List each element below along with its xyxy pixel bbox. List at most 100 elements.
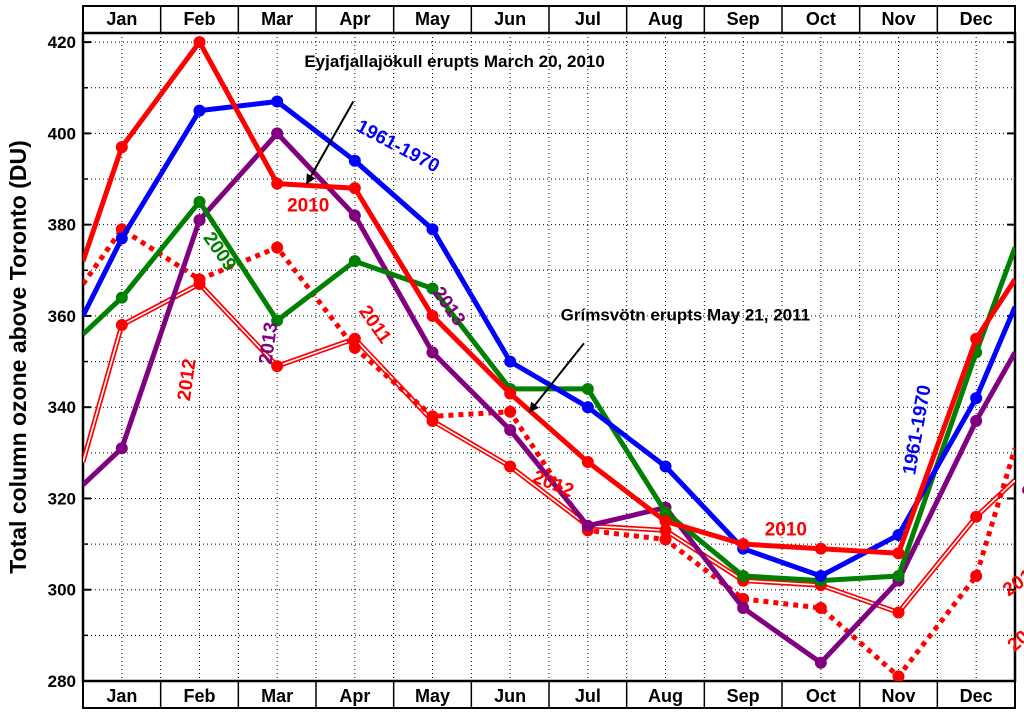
month-tick-label-bottom: Mar — [261, 686, 293, 706]
series-line — [83, 39, 1015, 556]
data-point — [970, 392, 983, 405]
data-point — [348, 341, 361, 354]
data-point — [193, 214, 206, 227]
month-tick-label-bottom: Aug — [648, 686, 683, 706]
data-point — [348, 255, 361, 268]
y-tick-label: 380 — [48, 216, 76, 235]
y-tick-label: 360 — [48, 307, 76, 326]
series-line — [83, 99, 1015, 579]
month-tick-label-bottom: Feb — [183, 686, 215, 706]
annotations: Eyjafjallajökull erupts March 20, 2010 Gr… — [304, 52, 810, 413]
series-line-inner — [83, 283, 1015, 614]
data-point — [271, 314, 284, 327]
data-point — [426, 282, 439, 295]
month-tick-label-bottom: Apr — [339, 686, 370, 706]
month-tick-label-top: Jul — [575, 9, 601, 29]
data-point — [115, 291, 128, 304]
series-line — [83, 130, 1015, 666]
data-point — [659, 533, 672, 546]
annotation-text: Grímsvötn erupts May 21, 2011 — [561, 305, 810, 324]
data-point — [504, 387, 517, 400]
data-point — [970, 510, 983, 523]
y-tick-label: 280 — [48, 672, 76, 691]
series-label: 2010 — [287, 195, 329, 216]
month-tick-label-top: Feb — [183, 9, 215, 29]
data-point — [892, 547, 905, 560]
data-point — [504, 460, 517, 473]
y-tick-label: 400 — [48, 124, 76, 143]
data-point — [504, 355, 517, 368]
data-point — [659, 515, 672, 528]
data-point — [426, 410, 439, 423]
data-point — [115, 442, 128, 455]
data-point — [426, 346, 439, 359]
data-point — [426, 223, 439, 236]
data-point — [348, 182, 361, 195]
month-tick-label-top: Aug — [648, 9, 683, 29]
data-point — [814, 570, 827, 583]
data-point — [970, 414, 983, 427]
month-tick-label-top: Nov — [881, 9, 915, 29]
data-point — [581, 455, 594, 468]
month-tick-label-bottom: Sep — [727, 686, 760, 706]
month-tick-label-top: Apr — [339, 9, 370, 29]
data-point — [892, 670, 905, 681]
y-tick-label: 340 — [48, 398, 76, 417]
data-point — [659, 524, 672, 537]
y-tick-label: 320 — [48, 489, 76, 508]
data-point — [504, 424, 517, 437]
annotation-arrow — [528, 342, 585, 413]
data-point — [348, 209, 361, 222]
month-tick-label-bottom: Oct — [806, 686, 836, 706]
series-line — [83, 225, 1015, 681]
data-point — [737, 538, 750, 551]
data-point — [271, 95, 284, 108]
month-tick-label-bottom: Jun — [494, 686, 526, 706]
y-axis-label: Total column ozone above Toronto (DU) — [5, 140, 31, 574]
data-point — [659, 460, 672, 473]
month-tick-label-bottom: Dec — [960, 686, 993, 706]
data-point — [814, 542, 827, 555]
data-point — [193, 273, 206, 286]
data-point — [193, 104, 206, 117]
data-point — [970, 570, 983, 583]
data-point — [115, 232, 128, 245]
series-layer — [83, 36, 1015, 681]
month-tick-label-bottom: May — [415, 686, 450, 706]
month-tick-label-top: Oct — [806, 9, 836, 29]
data-point — [581, 401, 594, 414]
month-tick-label-top: May — [415, 9, 450, 29]
data-point — [271, 241, 284, 254]
annotation-arrow — [305, 100, 355, 185]
month-tick-label-top: Sep — [727, 9, 760, 29]
data-point — [271, 360, 284, 373]
data-point — [193, 195, 206, 208]
data-point — [193, 36, 206, 49]
data-point — [426, 309, 439, 322]
data-point — [271, 127, 284, 140]
series-1961-1970 — [83, 95, 1015, 583]
series-group — [83, 36, 1015, 681]
month-tick-label-top: Dec — [960, 9, 993, 29]
data-point — [115, 319, 128, 332]
data-point — [271, 177, 284, 190]
data-point — [581, 382, 594, 395]
series-label: 2010 — [765, 519, 807, 540]
annotation-text: Eyjafjallajökull erupts March 20, 2010 — [304, 52, 604, 71]
y-tick-label: 420 — [48, 33, 76, 52]
month-tick-label-top: Jun — [494, 9, 526, 29]
data-point — [504, 405, 517, 418]
data-point — [814, 601, 827, 614]
month-tick-label-top: Jan — [106, 9, 137, 29]
month-tick-label-top: Mar — [261, 9, 293, 29]
month-tick-label-bottom: Jul — [575, 686, 601, 706]
data-point — [892, 606, 905, 619]
data-point — [115, 141, 128, 154]
data-point — [659, 506, 672, 519]
data-point — [737, 570, 750, 583]
series-2010 — [83, 36, 1015, 560]
month-tick-label-bottom: Jan — [106, 686, 137, 706]
data-point — [814, 656, 827, 669]
data-point — [970, 332, 983, 345]
